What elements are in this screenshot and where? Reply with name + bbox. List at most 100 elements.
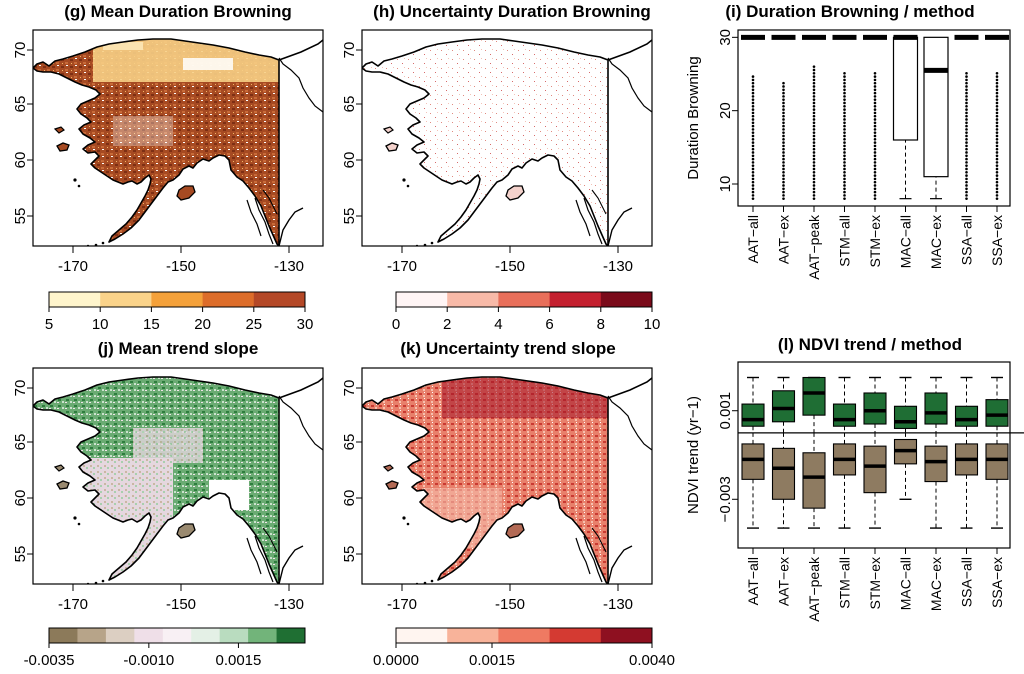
box-outlier	[995, 81, 999, 85]
colorbar-swatch	[162, 628, 192, 643]
colorbar-label: 0.0040	[629, 652, 675, 669]
colorbar-swatch	[49, 292, 101, 307]
colorbar-swatch	[219, 628, 249, 643]
box-outlier	[782, 128, 785, 131]
box-outlier	[751, 194, 755, 197]
box-outlier	[965, 101, 968, 105]
box-body	[802, 376, 826, 416]
box-outlier	[873, 95, 877, 98]
box-outlier	[812, 101, 816, 105]
box-outlier	[812, 108, 816, 111]
map-y-tick-label: 55	[12, 208, 29, 225]
box-outlier	[873, 174, 877, 177]
box-outlier	[751, 170, 755, 174]
box-outlier	[812, 157, 816, 161]
map-y-tick-label: 55	[12, 546, 29, 563]
box-outlier	[843, 78, 846, 82]
box-outlier	[965, 128, 968, 131]
box-outlier	[965, 111, 968, 115]
box-outlier	[965, 167, 968, 171]
box-outlier	[812, 78, 816, 82]
box-outlier	[843, 147, 846, 151]
box-outlier	[995, 118, 999, 121]
box-outlier	[843, 101, 846, 105]
box-outlier	[751, 197, 755, 200]
colorbar-swatch	[202, 292, 255, 307]
box-outlier	[782, 81, 785, 85]
box-outlier	[843, 111, 846, 115]
box-outlier	[812, 187, 816, 191]
box-outlier	[965, 91, 968, 95]
colorbar-label: 0.0015	[215, 652, 261, 669]
map-panel-h	[361, 29, 653, 247]
box-outlier	[843, 88, 846, 92]
box-outlier	[995, 141, 999, 144]
box-outlier	[812, 88, 816, 92]
box-outlier	[782, 108, 785, 111]
box-category-label: SSA−all	[959, 557, 975, 607]
box-category-label: STM−ex	[867, 557, 883, 610]
box-y-tick-label: 30	[717, 29, 734, 46]
box-outlier	[782, 177, 785, 181]
box-outlier	[873, 118, 877, 121]
map-y-tick-label: 65	[12, 434, 29, 451]
box-outlier	[812, 154, 816, 158]
colorbar-label: 8	[597, 316, 605, 333]
box-outlier	[965, 85, 968, 88]
colorbar-swatch	[498, 292, 550, 307]
colorbar-label: 0.0015	[469, 652, 515, 669]
box-outlier	[782, 151, 785, 154]
box-outlier	[873, 104, 877, 108]
box-outlier	[965, 177, 968, 181]
box-outlier	[843, 187, 846, 191]
box-outlier	[782, 134, 785, 138]
box-outlier	[965, 134, 968, 138]
box-outlier	[873, 114, 877, 118]
box-outlier	[873, 154, 877, 158]
colorbar-label: 0	[392, 316, 400, 333]
title-k: (k) Uncertainty trend slope	[400, 339, 615, 358]
box-outlier	[995, 167, 999, 171]
map-y-tick-label: 60	[341, 490, 358, 507]
box-outlier	[873, 98, 877, 101]
box-category-label: MAC−all	[898, 215, 914, 268]
box-outlier	[751, 101, 755, 105]
box-outlier	[995, 124, 999, 128]
box-outlier	[843, 134, 846, 138]
box-outlier	[873, 85, 877, 88]
box-outlier	[751, 111, 755, 115]
box-outlier	[751, 141, 755, 144]
title-j: (j) Mean trend slope	[98, 339, 259, 358]
box-outlier	[995, 187, 999, 191]
box-outlier	[843, 170, 846, 174]
box-outlier	[782, 164, 785, 167]
box-outlier	[751, 174, 755, 177]
box-outlier	[843, 197, 846, 200]
map-y-tick-label: 65	[341, 96, 358, 113]
box-y-tick-label: 10	[717, 176, 734, 193]
boxplot-panel-l: 0.001 −0.003 NDVI trend (yr−1) AAT−all AAT−e…	[685, 361, 1024, 622]
box-outlier	[965, 141, 968, 144]
box-outlier	[995, 104, 999, 108]
box-body	[924, 445, 948, 483]
colorbar-label: 0.0000	[373, 652, 419, 669]
box-outlier	[751, 157, 755, 161]
box-outlier	[751, 118, 755, 121]
box-body	[893, 405, 918, 429]
box-category-label: SSA−ex	[989, 557, 1005, 608]
box-outlier	[812, 75, 816, 78]
map-x-tick-label: -150	[495, 596, 525, 613]
box-outlier	[965, 104, 968, 108]
box-outlier	[873, 187, 877, 191]
box-outlier	[965, 151, 968, 154]
box-outlier	[965, 118, 968, 121]
box-outlier	[995, 177, 999, 181]
box-outlier	[995, 98, 999, 101]
colorbar-swatch	[151, 292, 203, 307]
colorbar-frame	[48, 627, 306, 644]
box-outlier	[782, 141, 785, 144]
title-g: (g) Mean Duration Browning	[64, 2, 292, 21]
box-i-frame	[737, 29, 1011, 207]
